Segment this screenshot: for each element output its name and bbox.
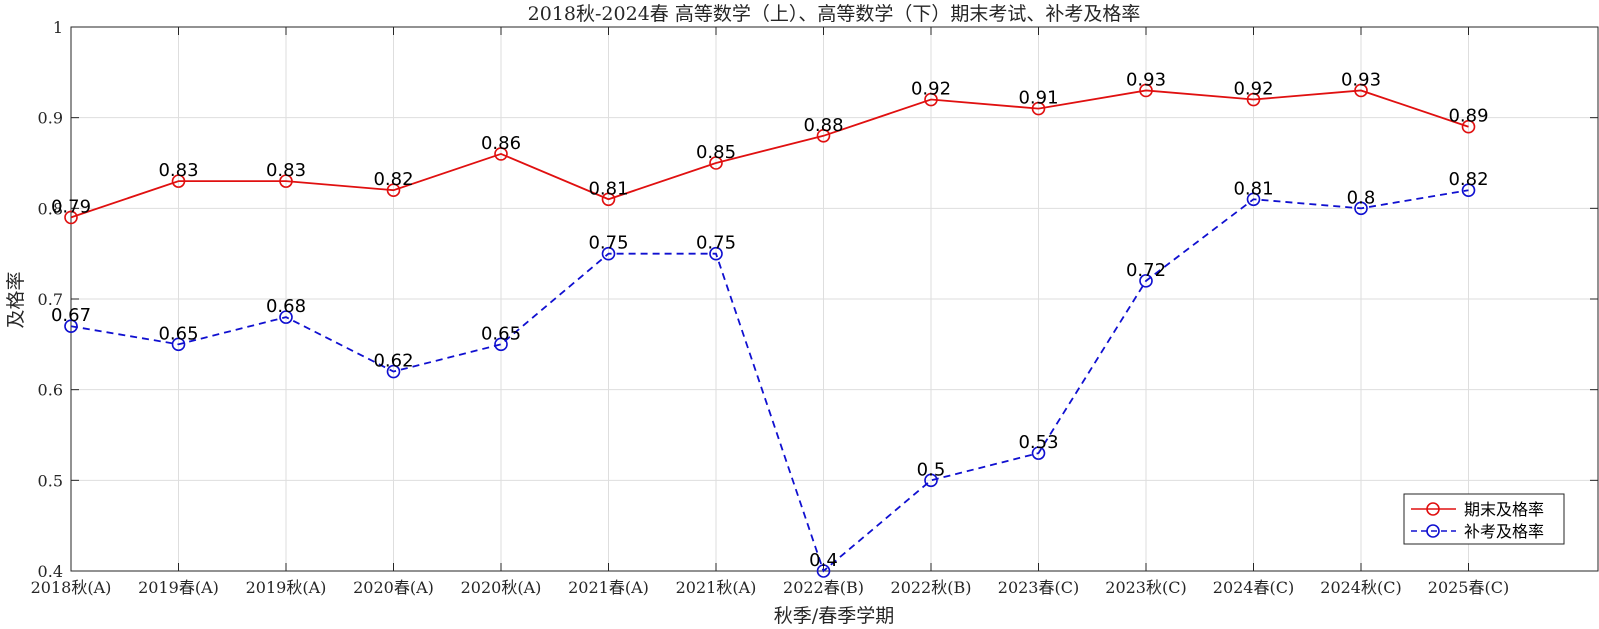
x-axis-label: 秋季/春季学期: [774, 605, 894, 627]
data-label: 0.68: [266, 296, 306, 317]
data-label: 0.62: [373, 351, 413, 372]
data-point-marker: [386, 364, 401, 379]
axis-ticks: 2018秋(A) 2019春(A) 2019秋(A) 2020春(A) 2020秋(A)…: [31, 18, 1598, 597]
data-point-marker: [709, 156, 723, 170]
data-point-marker: [386, 183, 401, 197]
x-tick-label: 2022春(B): [783, 578, 864, 597]
y-tick-label: 0.9: [38, 109, 63, 128]
data-label: 0.4: [809, 550, 838, 571]
data-point-marker: [1461, 119, 1476, 134]
data-label: 0.79: [51, 196, 91, 217]
x-tick-label: 2019秋(A): [246, 578, 327, 597]
x-tick-label: 2021春(A): [568, 578, 649, 597]
data-label: 0.65: [481, 323, 521, 344]
x-tick-label: 2020秋(A): [461, 578, 542, 597]
data-label: 0.65: [158, 323, 198, 344]
data-label: 0.5: [917, 459, 946, 480]
legend-marker-makeup: [1426, 524, 1440, 538]
data-label: 0.81: [588, 178, 628, 199]
y-tick-label: 0.5: [38, 471, 63, 490]
data-label: 0.85: [696, 142, 736, 163]
x-tick-label: 2020春(A): [353, 578, 434, 597]
series-line-0: [70, 89, 1469, 219]
data-point-marker: [1354, 201, 1368, 216]
series-line-1: [70, 189, 1469, 573]
x-tick-label: 2022秋(B): [891, 578, 972, 597]
data-label: 0.93: [1341, 69, 1381, 90]
data-label: 0.91: [1018, 88, 1058, 109]
data-point-marker: [1139, 83, 1153, 98]
data-label: 0.82: [373, 169, 413, 190]
data-label: 0.89: [1448, 106, 1488, 127]
data-point-marker: [601, 192, 616, 207]
data-label: 0.8: [1347, 187, 1376, 208]
data-label: 0.92: [911, 79, 951, 100]
data-label: 0.93: [1126, 69, 1166, 90]
data-point-marker: [1461, 183, 1476, 197]
data-point-marker: [171, 174, 186, 188]
x-tick-label: 2024秋(C): [1320, 578, 1401, 597]
data-label: 0.88: [803, 115, 843, 136]
x-tick-label: 2018秋(A): [31, 578, 112, 597]
data-point-marker: [171, 337, 186, 352]
x-tick-label: 2023秋(C): [1105, 578, 1186, 597]
data-point-marker: [1246, 92, 1261, 107]
data-point-marker: [494, 337, 508, 352]
x-tick-label: 2023春(C): [998, 578, 1079, 597]
data-point-marker: [1246, 192, 1261, 207]
data-label: 0.83: [158, 160, 198, 181]
data-label: 0.86: [481, 133, 521, 154]
chart-title: 2018秋-2024春 高等数学（上）、高等数学（下）期末考试、补考及格率: [528, 3, 1141, 25]
data-point-marker: [924, 92, 938, 107]
legend: 期末及格率 补考及格率: [1403, 493, 1565, 545]
legend-marker-final: [1426, 502, 1440, 516]
data-label: 0.92: [1233, 79, 1273, 100]
data-point-marker: [924, 473, 938, 488]
data-point-marker: [494, 147, 508, 161]
data-point-marker: [1354, 83, 1368, 98]
x-tick-label: 2021秋(A): [676, 578, 757, 597]
y-axis-label: 及格率: [5, 271, 27, 328]
y-tick-label: 1: [53, 18, 63, 37]
data-point-marker: [1031, 101, 1046, 116]
legend-label-makeup: 补考及格率: [1464, 522, 1544, 541]
data-label: 0.53: [1018, 432, 1058, 453]
data-label: 0.67: [51, 305, 91, 326]
data-label: 0.82: [1448, 169, 1488, 190]
data-point-marker: [64, 319, 78, 334]
legend-label-final: 期末及格率: [1464, 500, 1544, 519]
x-tick-label: 2019春(A): [138, 578, 219, 597]
data-point-marker: [601, 246, 616, 261]
x-tick-label: 2024春(C): [1213, 578, 1294, 597]
data-label: 0.75: [696, 233, 736, 254]
y-tick-label: 0.8: [38, 199, 63, 218]
y-tick-label: 0.6: [38, 381, 63, 400]
x-tick-label: 2025春(C): [1428, 578, 1509, 597]
data-label: 0.72: [1126, 260, 1166, 281]
data-point-marker: [279, 310, 293, 324]
data-labels: 0.79 0.83 0.83 0.82 0.86 0.81 0.85 0.88 0.92 0.91…: [51, 69, 1489, 571]
data-point-marker: [1139, 274, 1153, 288]
y-tick-label: 0.4: [38, 562, 63, 581]
data-point-marker: [64, 210, 78, 225]
data-label: 0.75: [588, 233, 628, 254]
data-label: 0.81: [1233, 178, 1273, 199]
data-point-marker: [1031, 446, 1046, 460]
data-point-marker: [816, 129, 831, 143]
data-point-marker: [816, 564, 831, 578]
data-point-marker: [709, 246, 723, 261]
data-label: 0.83: [266, 160, 306, 181]
series-layer: [64, 83, 1476, 578]
data-point-marker: [279, 174, 293, 188]
y-tick-label: 0.7: [38, 290, 63, 309]
